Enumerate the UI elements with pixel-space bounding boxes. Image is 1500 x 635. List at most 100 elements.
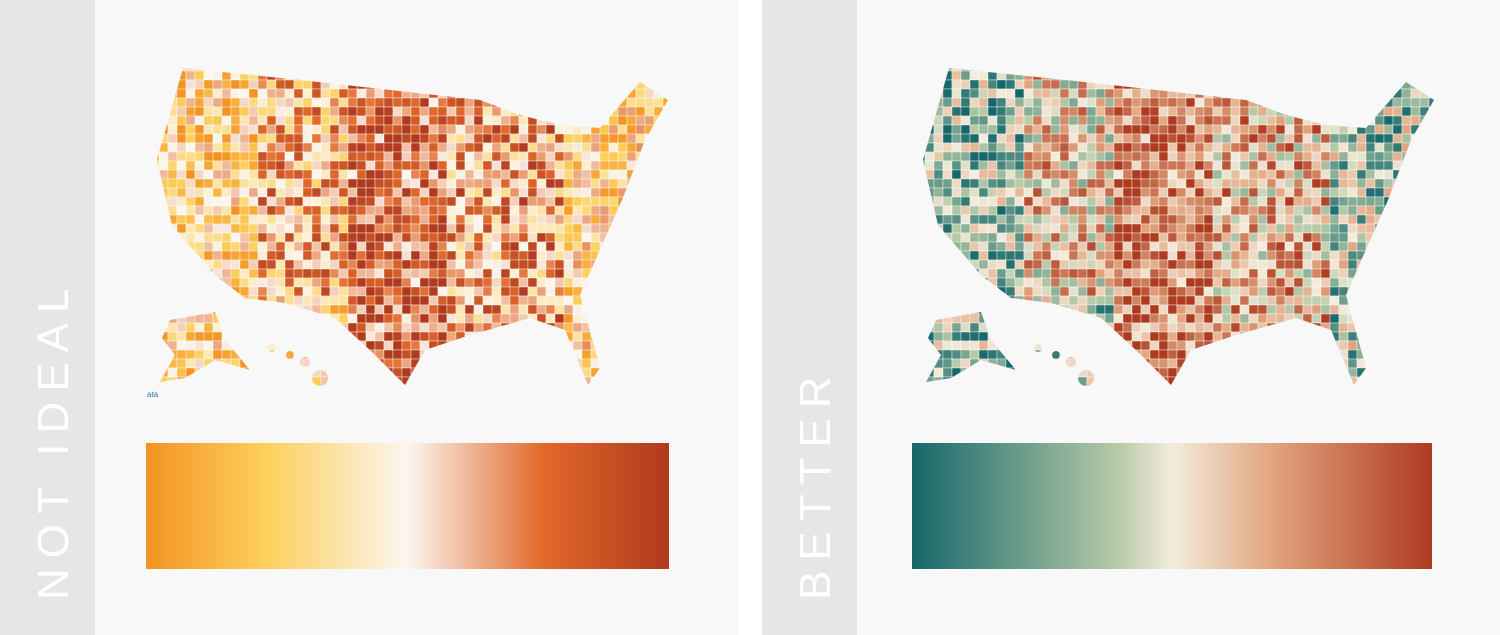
county bbox=[311, 133, 322, 144]
county bbox=[1176, 187, 1187, 198]
county bbox=[302, 241, 313, 252]
county bbox=[933, 160, 944, 171]
county bbox=[329, 160, 340, 171]
county bbox=[446, 295, 457, 306]
county bbox=[987, 97, 998, 108]
county bbox=[942, 106, 953, 117]
county bbox=[1104, 295, 1115, 306]
county bbox=[1122, 250, 1133, 261]
county bbox=[599, 196, 610, 207]
county bbox=[410, 331, 421, 342]
county bbox=[1266, 277, 1277, 288]
county bbox=[1041, 160, 1052, 171]
county bbox=[581, 196, 592, 207]
county bbox=[1194, 259, 1205, 270]
county bbox=[257, 115, 268, 126]
county bbox=[1185, 178, 1196, 189]
county bbox=[1266, 259, 1277, 270]
county bbox=[1302, 187, 1313, 198]
county bbox=[1059, 88, 1070, 99]
county bbox=[293, 142, 304, 153]
county bbox=[978, 151, 989, 162]
county bbox=[419, 142, 430, 153]
county bbox=[1275, 169, 1286, 180]
county bbox=[356, 196, 367, 207]
county bbox=[1077, 214, 1088, 225]
county bbox=[437, 241, 448, 252]
county bbox=[482, 250, 493, 261]
county bbox=[257, 286, 268, 297]
county bbox=[293, 115, 304, 126]
county bbox=[284, 223, 295, 234]
county bbox=[1167, 349, 1178, 360]
county bbox=[1374, 142, 1385, 153]
county bbox=[338, 88, 349, 99]
county bbox=[1140, 331, 1151, 342]
county bbox=[212, 250, 223, 261]
county bbox=[383, 133, 394, 144]
county bbox=[1329, 214, 1340, 225]
county bbox=[509, 205, 520, 216]
county bbox=[401, 106, 412, 117]
county bbox=[212, 232, 223, 243]
county bbox=[455, 295, 466, 306]
county bbox=[419, 295, 430, 306]
county bbox=[1032, 160, 1043, 171]
county bbox=[1068, 295, 1079, 306]
county bbox=[1338, 250, 1349, 261]
county bbox=[1104, 241, 1115, 252]
county bbox=[446, 133, 457, 144]
county bbox=[1005, 250, 1016, 261]
county bbox=[302, 268, 313, 279]
county bbox=[1275, 187, 1286, 198]
county bbox=[1131, 295, 1142, 306]
county bbox=[951, 214, 962, 225]
county bbox=[1068, 187, 1079, 198]
county bbox=[1068, 142, 1079, 153]
county bbox=[401, 349, 412, 360]
county bbox=[1338, 169, 1349, 180]
county bbox=[329, 151, 340, 162]
county bbox=[383, 268, 394, 279]
county bbox=[329, 286, 340, 297]
county bbox=[1131, 250, 1142, 261]
county bbox=[239, 241, 250, 252]
county bbox=[1221, 151, 1232, 162]
county bbox=[311, 295, 322, 306]
county bbox=[365, 169, 376, 180]
county bbox=[545, 142, 556, 153]
county bbox=[1122, 313, 1133, 324]
county bbox=[1293, 223, 1304, 234]
county bbox=[239, 196, 250, 207]
county bbox=[1158, 133, 1169, 144]
county bbox=[518, 214, 529, 225]
county bbox=[185, 70, 196, 81]
county bbox=[996, 187, 1007, 198]
county bbox=[437, 151, 448, 162]
county bbox=[203, 151, 214, 162]
county bbox=[383, 295, 394, 306]
county bbox=[338, 142, 349, 153]
county bbox=[437, 124, 448, 135]
county bbox=[1122, 133, 1133, 144]
county bbox=[1338, 151, 1349, 162]
county bbox=[1059, 259, 1070, 270]
county bbox=[491, 286, 502, 297]
county bbox=[428, 331, 439, 342]
county bbox=[329, 88, 340, 99]
county bbox=[1140, 295, 1151, 306]
county bbox=[1239, 277, 1250, 288]
county bbox=[1104, 259, 1115, 270]
county bbox=[275, 196, 286, 207]
county bbox=[1320, 151, 1331, 162]
county bbox=[1140, 196, 1151, 207]
county bbox=[248, 268, 259, 279]
county bbox=[1230, 250, 1241, 261]
county bbox=[1149, 124, 1160, 135]
county bbox=[221, 232, 232, 243]
county bbox=[581, 259, 592, 270]
county bbox=[1374, 151, 1385, 162]
county bbox=[194, 142, 205, 153]
county bbox=[1230, 178, 1241, 189]
county bbox=[518, 223, 529, 234]
